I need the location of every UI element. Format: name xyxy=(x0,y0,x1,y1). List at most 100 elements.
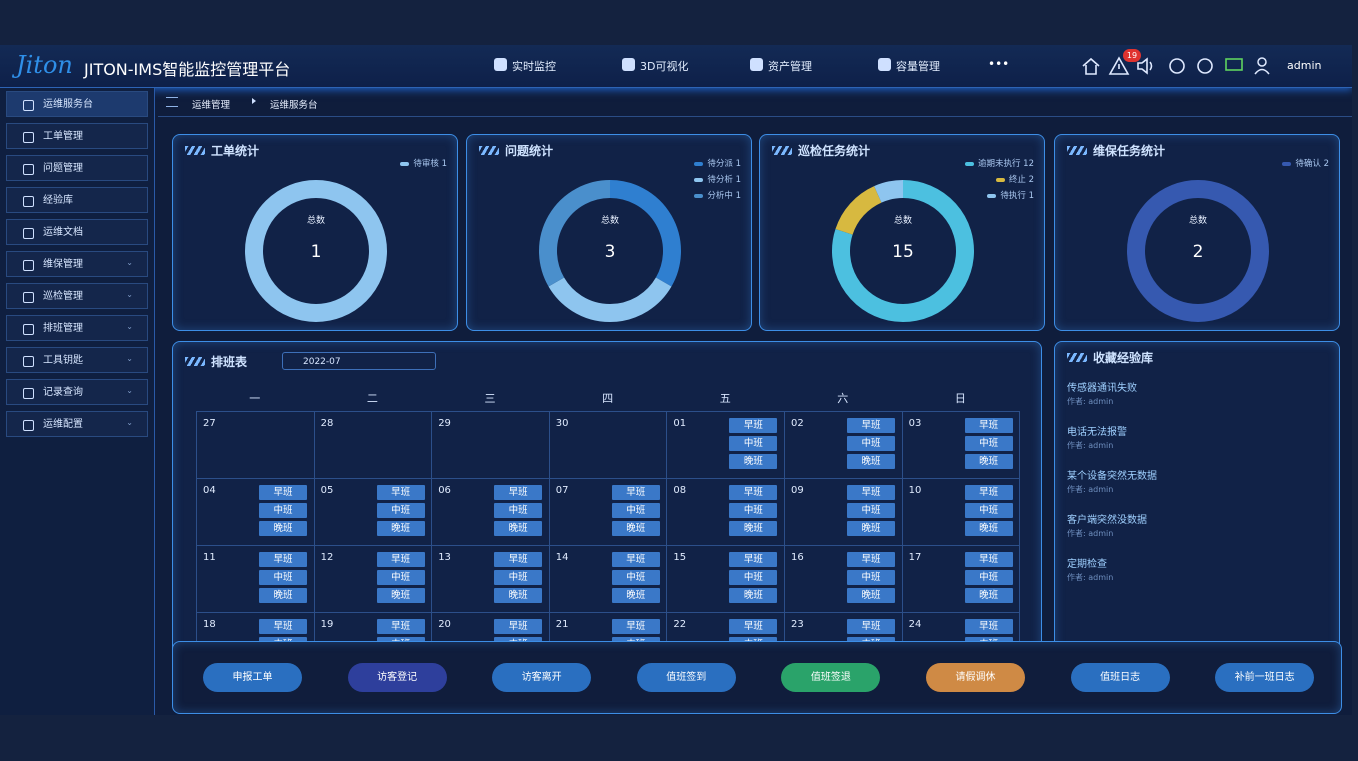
action-button[interactable]: 申报工单 xyxy=(203,663,302,692)
shift-button[interactable]: 中班 xyxy=(611,503,660,518)
nav-more[interactable]: ••• xyxy=(988,57,1010,71)
shift-button[interactable]: 中班 xyxy=(964,503,1013,518)
sidebar-item[interactable]: 运维文档 xyxy=(6,219,148,245)
shift-button[interactable]: 早班 xyxy=(376,552,425,567)
shift-button[interactable]: 早班 xyxy=(847,552,895,567)
sidebar-item[interactable]: 工具钥匙 ⌄ xyxy=(6,347,148,373)
panel-title: 收藏经验库 xyxy=(1067,349,1153,366)
action-button[interactable]: 值班签到 xyxy=(636,663,736,692)
shift-button[interactable]: 中班 xyxy=(847,570,895,585)
sidebar-item[interactable]: 工单管理 xyxy=(6,123,148,149)
shift-button[interactable]: 晚班 xyxy=(964,454,1013,469)
favorite-title[interactable]: 某个设备突然无数据 xyxy=(1067,471,1157,482)
action-button[interactable]: 值班签退 xyxy=(781,663,881,692)
shift-button[interactable]: 中班 xyxy=(847,436,895,451)
shift-button[interactable]: 早班 xyxy=(847,418,895,433)
shift-button[interactable]: 中班 xyxy=(964,570,1013,585)
shift-button[interactable]: 早班 xyxy=(964,418,1013,433)
breadcrumb-sep xyxy=(252,98,256,104)
shift-button[interactable]: 早班 xyxy=(964,485,1013,500)
shift-button[interactable]: 晚班 xyxy=(964,588,1013,603)
sidebar-item[interactable]: 经验库 xyxy=(6,187,148,213)
shift-button[interactable]: 早班 xyxy=(729,619,778,634)
shift-button[interactable]: 晚班 xyxy=(964,521,1013,536)
legend-swatch xyxy=(987,193,997,198)
nav-item[interactable]: 资产管理 xyxy=(750,58,812,74)
favorite-author: 作者: admin xyxy=(1067,529,1114,538)
favorite-title[interactable]: 客户端突然没数据 xyxy=(1067,515,1147,526)
shift-button[interactable]: 晚班 xyxy=(259,521,307,536)
shift-button[interactable]: 晚班 xyxy=(259,588,307,603)
action-button[interactable]: 访客离开 xyxy=(492,663,592,692)
shift-button[interactable]: 中班 xyxy=(494,503,543,518)
shift-button[interactable]: 早班 xyxy=(494,485,543,500)
shift-button[interactable]: 晚班 xyxy=(611,521,660,536)
action-button[interactable]: 访客登记 xyxy=(347,663,447,692)
shift-button[interactable]: 早班 xyxy=(729,485,778,500)
shift-button[interactable]: 早班 xyxy=(611,619,660,634)
nav-item[interactable]: 实时监控 xyxy=(494,58,556,74)
sidebar-label: 巡检管理 xyxy=(43,291,83,302)
nav-item[interactable]: 容量管理 xyxy=(878,58,940,74)
panel-title: 巡检任务统计 xyxy=(772,142,870,159)
sidebar-item[interactable]: 记录查询 ⌄ xyxy=(6,379,148,405)
shift-button[interactable]: 晚班 xyxy=(847,588,895,603)
shift-button[interactable]: 中班 xyxy=(729,436,778,451)
calendar-cell: 06 早班 中班 晚班 xyxy=(431,478,550,546)
sidebar-item[interactable]: 维保管理 ⌄ xyxy=(6,251,148,277)
weekday: 日 xyxy=(954,392,966,405)
shift-button[interactable]: 早班 xyxy=(611,485,660,500)
day-number: 29 xyxy=(438,418,451,429)
sidebar-item[interactable]: 运维配置 ⌄ xyxy=(6,411,148,437)
stat-panel: 问题统计 待分派 1 待分析 1 分析中 1 总数 3 xyxy=(466,134,752,331)
shift-button[interactable]: 中班 xyxy=(611,570,660,585)
shift-button[interactable]: 中班 xyxy=(729,570,778,585)
shift-button[interactable]: 中班 xyxy=(259,570,307,585)
shift-button[interactable]: 晚班 xyxy=(847,454,895,469)
nav-item[interactable]: 3D可视化 xyxy=(622,58,688,74)
shift-button[interactable]: 晚班 xyxy=(376,521,425,536)
action-button[interactable]: 补前一班日志 xyxy=(1215,663,1315,692)
sidebar-item[interactable]: 排班管理 ⌄ xyxy=(6,315,148,341)
favorite-title[interactable]: 定期检查 xyxy=(1067,559,1107,570)
month-picker[interactable]: 2022-07 xyxy=(282,352,436,370)
shift-button[interactable]: 中班 xyxy=(729,503,778,518)
legend-count: 1 xyxy=(735,175,741,185)
favorite-title[interactable]: 电话无法报警 xyxy=(1067,427,1127,438)
shift-button[interactable]: 晚班 xyxy=(729,454,778,469)
shift-button[interactable]: 早班 xyxy=(494,552,543,567)
shift-button[interactable]: 晚班 xyxy=(494,521,543,536)
sidebar-item[interactable]: 运维服务台 xyxy=(6,91,148,117)
action-button[interactable]: 值班日志 xyxy=(1070,663,1170,692)
shift-button[interactable]: 中班 xyxy=(494,570,543,585)
shift-button[interactable]: 早班 xyxy=(964,619,1013,634)
shift-button[interactable]: 早班 xyxy=(729,418,778,433)
shift-button[interactable]: 早班 xyxy=(964,552,1013,567)
sidebar-item[interactable]: 巡检管理 ⌄ xyxy=(6,283,148,309)
shift-button[interactable]: 早班 xyxy=(611,552,660,567)
shift-button[interactable]: 晚班 xyxy=(376,588,425,603)
shift-button[interactable]: 早班 xyxy=(376,485,425,500)
shift-button[interactable]: 中班 xyxy=(964,436,1013,451)
shift-button[interactable]: 晚班 xyxy=(847,521,895,536)
sidebar-icon xyxy=(23,260,34,271)
shift-button[interactable]: 晚班 xyxy=(729,521,778,536)
action-button[interactable]: 请假调休 xyxy=(926,663,1025,692)
shift-button[interactable]: 早班 xyxy=(376,619,425,634)
shift-button[interactable]: 晚班 xyxy=(494,588,543,603)
favorite-title[interactable]: 传感器通讯失败 xyxy=(1067,383,1137,394)
shift-button[interactable]: 中班 xyxy=(376,503,425,518)
shift-button[interactable]: 早班 xyxy=(259,485,307,500)
shift-button[interactable]: 中班 xyxy=(259,503,307,518)
shift-button[interactable]: 中班 xyxy=(376,570,425,585)
shift-button[interactable]: 早班 xyxy=(259,552,307,567)
shift-button[interactable]: 早班 xyxy=(847,619,895,634)
shift-button[interactable]: 早班 xyxy=(259,619,307,634)
shift-button[interactable]: 中班 xyxy=(847,503,895,518)
shift-button[interactable]: 晚班 xyxy=(611,588,660,603)
shift-button[interactable]: 早班 xyxy=(847,485,895,500)
sidebar-item[interactable]: 问题管理 xyxy=(6,155,148,181)
shift-button[interactable]: 早班 xyxy=(729,552,778,567)
shift-button[interactable]: 晚班 xyxy=(729,588,778,603)
shift-button[interactable]: 早班 xyxy=(494,619,543,634)
